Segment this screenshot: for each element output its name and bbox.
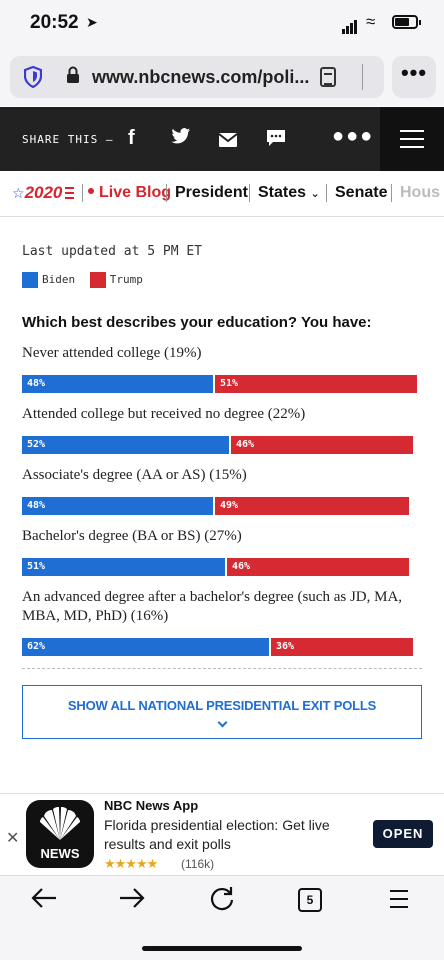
row-label: Associate's degree (AA or AS) (15%) (22, 467, 247, 483)
rating-stars: ★★★★★ (104, 856, 158, 871)
nav-house[interactable]: Hous (400, 184, 440, 201)
lock-icon (66, 66, 80, 89)
browser-address-bar: www.nbcnews.com/poli... ••• (0, 48, 444, 106)
legend-label: Biden (42, 273, 76, 286)
nav-senate[interactable]: Senate (335, 184, 388, 201)
nav-live-blog[interactable]: Live Blog (88, 184, 171, 202)
browser-menu-button[interactable]: ••• (392, 56, 436, 98)
peacock-logo-icon (40, 806, 80, 840)
result-bar: 51% 46% (22, 558, 422, 576)
chevron-down-icon: ⌄ (310, 188, 320, 200)
flag-icon (65, 187, 75, 199)
status-bar: 20:52 ➤ ≈ (0, 0, 444, 48)
app-name: NBC News App (104, 798, 199, 813)
trump-bar: 49% (215, 497, 409, 515)
trump-bar: 51% (215, 375, 417, 393)
home-indicator (142, 946, 302, 951)
trump-bar: 46% (231, 436, 413, 454)
app-description: Florida presidential election: Get live … (104, 817, 330, 852)
app-icon-text: NEWS (40, 846, 80, 861)
nav-divider (249, 184, 250, 202)
chevron-down-icon (217, 717, 227, 728)
sms-icon[interactable] (266, 129, 286, 153)
biden-bar: 52% (22, 436, 229, 454)
trump-bar: 36% (271, 638, 413, 656)
forward-icon[interactable] (118, 886, 146, 917)
last-updated: Last updated at 5 PM ET (22, 244, 203, 259)
legend-biden: Biden (22, 272, 75, 288)
nav-divider (166, 184, 167, 202)
mail-icon[interactable] (218, 130, 238, 153)
back-icon[interactable] (30, 886, 58, 917)
wifi-icon: ≈ (366, 12, 376, 31)
nav-states-label: States (258, 184, 307, 201)
biden-bar: 48% (22, 375, 213, 393)
divider (22, 668, 422, 669)
location-arrow-icon: ➤ (86, 14, 98, 30)
row-label: Attended college but received no degree … (22, 406, 306, 422)
open-app-button[interactable]: OPEN (373, 820, 433, 848)
result-bar: 48% 51% (22, 375, 422, 393)
reload-icon[interactable] (209, 886, 235, 919)
tracking-protection-shield-icon[interactable] (23, 65, 43, 89)
row-label: An advanced degree after a bachelor's de… (22, 589, 403, 624)
nav-president[interactable]: President (175, 184, 248, 201)
show-all-exit-polls-button[interactable]: SHOW ALL NATIONAL PRESIDENTIAL EXIT POLL… (22, 685, 422, 739)
star-icon: ☆ (12, 185, 25, 201)
url-field[interactable]: www.nbcnews.com/poli... (10, 56, 384, 98)
poll-question: Which best describes your education? You… (22, 314, 372, 331)
cellular-signal-icon (342, 16, 358, 34)
legend-label: Trump (109, 273, 143, 286)
hamburger-menu-icon[interactable] (390, 890, 408, 910)
result-bar: 62% 36% (22, 638, 422, 656)
show-all-label: SHOW ALL NATIONAL PRESIDENTIAL EXIT POLL… (67, 698, 377, 713)
election-2020-logo[interactable]: ☆2020 (12, 183, 75, 203)
app-install-banner: ✕ NEWS NBC News App Florida presidential… (0, 793, 444, 875)
biden-bar: 51% (22, 558, 225, 576)
battery-icon (392, 15, 421, 29)
biden-bar: 62% (22, 638, 269, 656)
facebook-icon[interactable]: f (128, 127, 135, 149)
legend: Biden Trump (22, 272, 151, 288)
biden-bar: 48% (22, 497, 213, 515)
section-nav: ☆2020 Live Blog President States ⌄ Senat… (0, 171, 444, 217)
result-bar: 48% 49% (22, 497, 422, 515)
review-count: (116k) (181, 857, 215, 871)
legend-swatch (22, 272, 38, 288)
url-divider (362, 64, 363, 90)
row-label: Never attended college (19%) (22, 345, 202, 361)
clock: 20:52 (30, 12, 79, 33)
trump-bar: 46% (227, 558, 409, 576)
close-icon[interactable]: ✕ (6, 830, 20, 847)
menu-icon[interactable] (380, 107, 444, 171)
nav-divider (326, 184, 327, 202)
url-text: www.nbcnews.com/poli... (92, 67, 310, 87)
legend-trump: Trump (89, 272, 143, 288)
tab-count-button[interactable]: 5 (298, 888, 322, 912)
nbc-news-app-icon: NEWS (26, 800, 94, 868)
result-bar: 52% 46% (22, 436, 422, 454)
live-dot-icon (88, 188, 94, 194)
nav-divider (82, 184, 83, 202)
reader-view-icon[interactable] (320, 67, 336, 87)
twitter-icon[interactable] (171, 127, 191, 151)
more-icon[interactable]: ●●● (332, 125, 375, 147)
nav-states[interactable]: States ⌄ (258, 184, 320, 202)
nav-divider (391, 184, 392, 202)
share-bar: SHARE THIS — f ●●● (0, 107, 444, 171)
legend-swatch (89, 272, 106, 288)
logo-text: 2020 (24, 183, 63, 202)
nav-live-label: Live Blog (99, 184, 172, 201)
row-label: Bachelor's degree (BA or BS) (27%) (22, 528, 242, 544)
share-label: SHARE THIS — (22, 133, 114, 146)
browser-toolbar: 5 (0, 875, 444, 960)
